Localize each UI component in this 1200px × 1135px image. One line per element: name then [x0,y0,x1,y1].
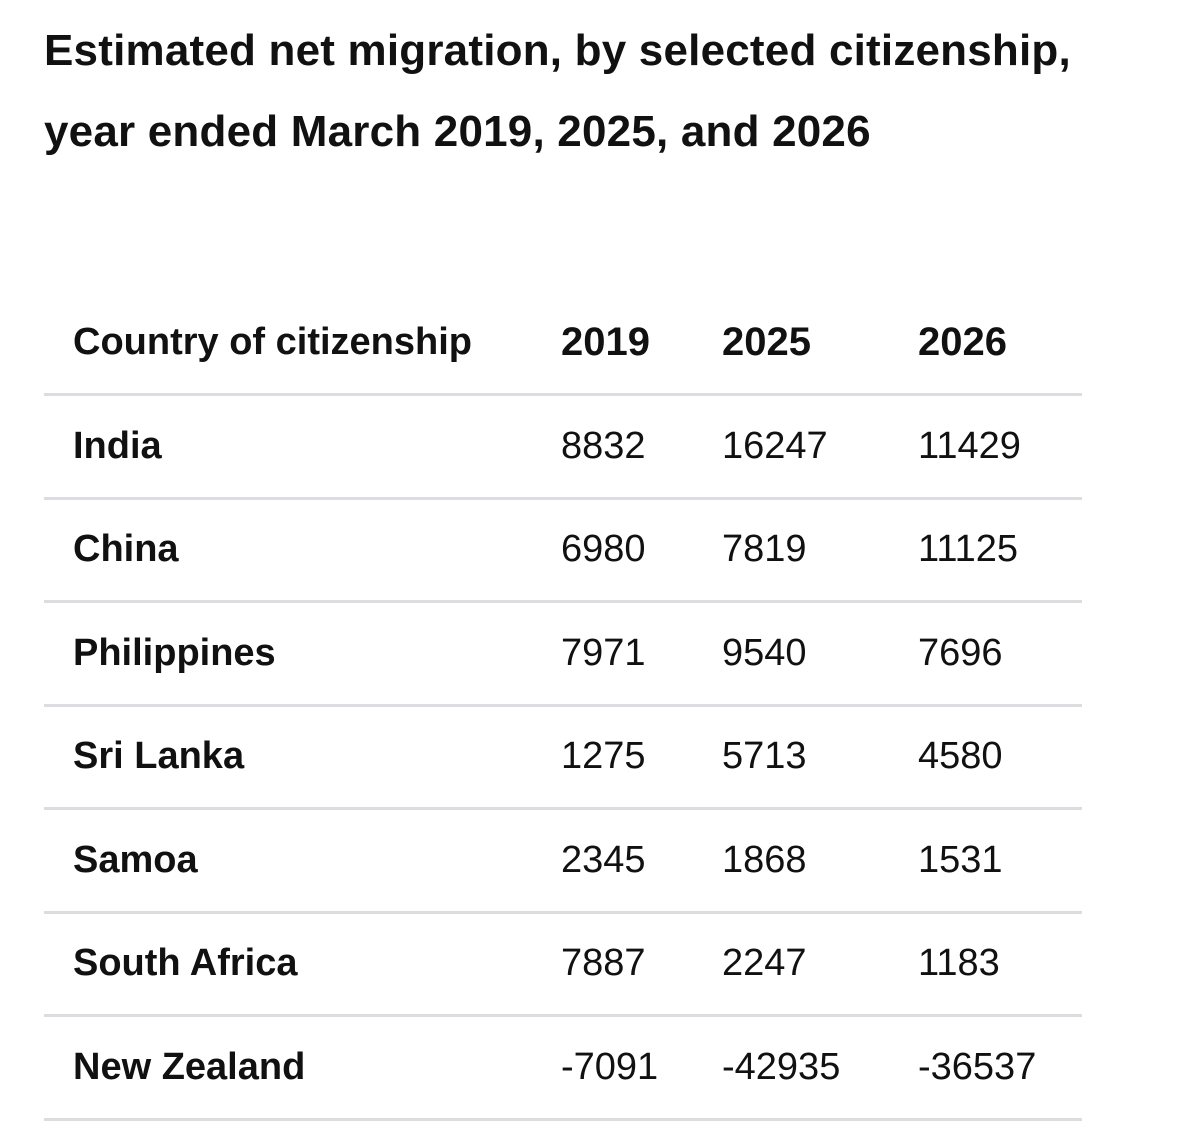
value-2026: 1531 [918,838,1003,881]
header-country: Country of citizenship [73,321,472,363]
country-cell: Samoa [73,838,198,881]
table-row: Samoa 2345 1868 1531 [44,810,1082,914]
header-2019: 2019 [561,320,650,364]
value-2025: 2247 [722,942,807,985]
value-2026: 4580 [918,735,1003,778]
table-row: India 8832 16247 11429 [44,396,1082,500]
page-title: Estimated net migration, by selected cit… [44,26,1071,156]
country-cell: Sri Lanka [73,735,245,778]
table-row: South Africa 7887 2247 1183 [44,914,1082,1017]
migration-table: Country of citizenship 2019 2025 2026 In… [44,292,1082,1121]
table-row: Philippines 7971 9540 7696 [44,603,1082,707]
value-2019: 2345 [561,838,646,881]
value-2019: -7091 [561,1045,659,1088]
value-2019: 1275 [561,735,646,778]
value-2026: -36537 [918,1045,1037,1088]
value-2025: -42935 [722,1045,841,1088]
value-2026: 7696 [918,631,1003,674]
country-cell: South Africa [73,942,298,985]
country-cell: India [73,424,162,467]
value-2026: 11125 [918,528,1019,571]
value-2025: 7819 [722,528,807,571]
header-2025: 2025 [722,320,811,364]
table-row: China 6980 7819 11125 [44,500,1082,603]
value-2025: 1868 [722,838,807,881]
value-2025: 16247 [722,424,828,467]
country-cell: Philippines [73,631,276,674]
value-2019: 8832 [561,424,646,467]
table-row: Sri Lanka 1275 5713 4580 [44,707,1082,810]
value-2026: 11429 [918,424,1021,467]
value-2025: 5713 [722,735,807,778]
value-2019: 7887 [561,942,646,985]
value-2019: 6980 [561,528,646,571]
country-cell: New Zealand [73,1045,306,1088]
table-row: New Zealand -7091 -42935 -36537 [44,1017,1082,1121]
table-header-row: Country of citizenship 2019 2025 2026 [44,292,1082,396]
value-2026: 1183 [918,942,1000,985]
country-cell: China [73,528,179,571]
header-2026: 2026 [918,320,1007,364]
value-2019: 7971 [561,631,646,674]
value-2025: 9540 [722,631,807,674]
